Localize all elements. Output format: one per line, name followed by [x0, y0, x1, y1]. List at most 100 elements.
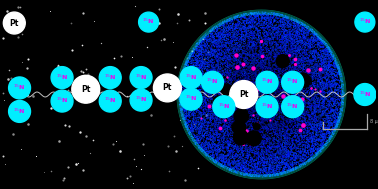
Point — [312, 146, 318, 149]
Point — [202, 65, 208, 68]
Point — [248, 59, 254, 62]
Point — [224, 56, 230, 59]
Point — [264, 58, 270, 61]
Point — [240, 109, 246, 112]
Point — [306, 77, 312, 80]
Point — [202, 105, 208, 108]
Point — [335, 64, 341, 67]
Point — [249, 75, 255, 78]
Point — [210, 145, 216, 148]
Point — [339, 95, 345, 98]
Point — [209, 43, 215, 46]
Point — [251, 169, 257, 172]
Point — [209, 154, 215, 157]
Point — [285, 31, 291, 34]
Point — [262, 99, 268, 102]
Point — [236, 94, 242, 97]
Point — [290, 110, 296, 113]
Point — [230, 20, 236, 23]
Point — [245, 61, 251, 64]
Point — [277, 80, 284, 83]
Point — [259, 141, 265, 144]
Point — [253, 62, 259, 65]
Point — [279, 46, 285, 49]
Point — [206, 52, 212, 55]
Point — [243, 129, 249, 132]
Point — [219, 89, 225, 92]
Point — [302, 74, 308, 77]
Point — [217, 103, 223, 106]
Point — [258, 85, 264, 88]
Point — [273, 130, 279, 133]
Point — [202, 51, 208, 54]
Point — [255, 81, 261, 84]
Point — [273, 92, 279, 95]
Point — [279, 146, 285, 149]
Point — [248, 48, 254, 51]
Point — [302, 42, 308, 45]
Point — [245, 24, 251, 27]
Point — [301, 143, 307, 146]
Point — [276, 82, 282, 85]
Point — [225, 49, 231, 52]
Point — [307, 39, 313, 42]
Point — [286, 113, 292, 116]
Point — [267, 89, 273, 92]
Point — [272, 73, 278, 76]
Point — [241, 52, 247, 55]
Point — [320, 68, 326, 71]
Point — [279, 38, 285, 41]
Point — [189, 65, 195, 68]
Point — [256, 101, 262, 104]
Point — [308, 95, 314, 98]
Point — [314, 118, 320, 121]
Point — [252, 119, 258, 122]
Point — [232, 104, 238, 107]
Point — [250, 32, 256, 35]
Point — [279, 57, 285, 60]
Point — [327, 48, 333, 51]
Point — [254, 59, 260, 62]
Point — [309, 126, 315, 129]
Point — [279, 117, 285, 120]
Point — [270, 171, 276, 174]
Point — [245, 154, 251, 157]
Point — [325, 112, 331, 115]
Point — [280, 92, 286, 95]
Point — [201, 113, 208, 116]
Point — [192, 93, 198, 96]
Point — [237, 114, 243, 117]
Point — [320, 45, 326, 48]
Point — [280, 41, 286, 44]
Point — [308, 52, 314, 55]
Point — [321, 99, 327, 102]
Point — [248, 12, 254, 15]
Point — [189, 98, 195, 101]
Point — [201, 124, 207, 127]
Point — [305, 109, 311, 112]
Point — [243, 27, 249, 30]
Point — [265, 14, 271, 17]
Point — [220, 57, 226, 60]
Point — [252, 121, 258, 124]
Point — [305, 123, 311, 126]
Point — [324, 44, 330, 47]
Point — [231, 62, 237, 65]
Point — [254, 107, 260, 110]
Point — [262, 118, 268, 121]
Point — [227, 95, 233, 98]
Point — [187, 69, 193, 72]
Point — [214, 134, 220, 137]
Point — [215, 45, 221, 48]
Point — [290, 60, 296, 63]
Point — [220, 111, 226, 114]
Point — [230, 84, 236, 87]
Point — [265, 25, 271, 28]
Point — [253, 61, 259, 64]
Point — [266, 102, 272, 105]
Point — [79, 43, 85, 46]
Point — [256, 111, 262, 114]
Point — [232, 70, 239, 73]
Point — [247, 173, 253, 176]
Point — [213, 131, 219, 134]
